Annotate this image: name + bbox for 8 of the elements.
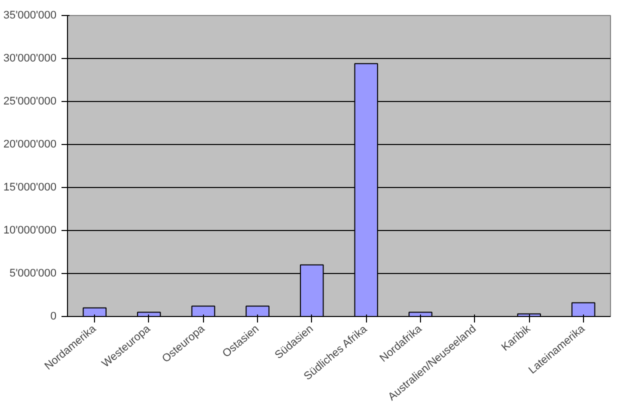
y-tick-label: 30'000'000 (3, 52, 57, 64)
y-tick-label: 10'000'000 (3, 224, 57, 236)
y-tick-label: 15'000'000 (3, 182, 57, 194)
y-tick-label: 0 (50, 310, 57, 322)
y-tick-label: 35'000'000 (3, 10, 57, 22)
y-tick-label: 25'000'000 (3, 96, 57, 108)
y-tick-label: 5'000'000 (9, 268, 57, 280)
y-tick-label: 20'000'000 (3, 138, 57, 150)
